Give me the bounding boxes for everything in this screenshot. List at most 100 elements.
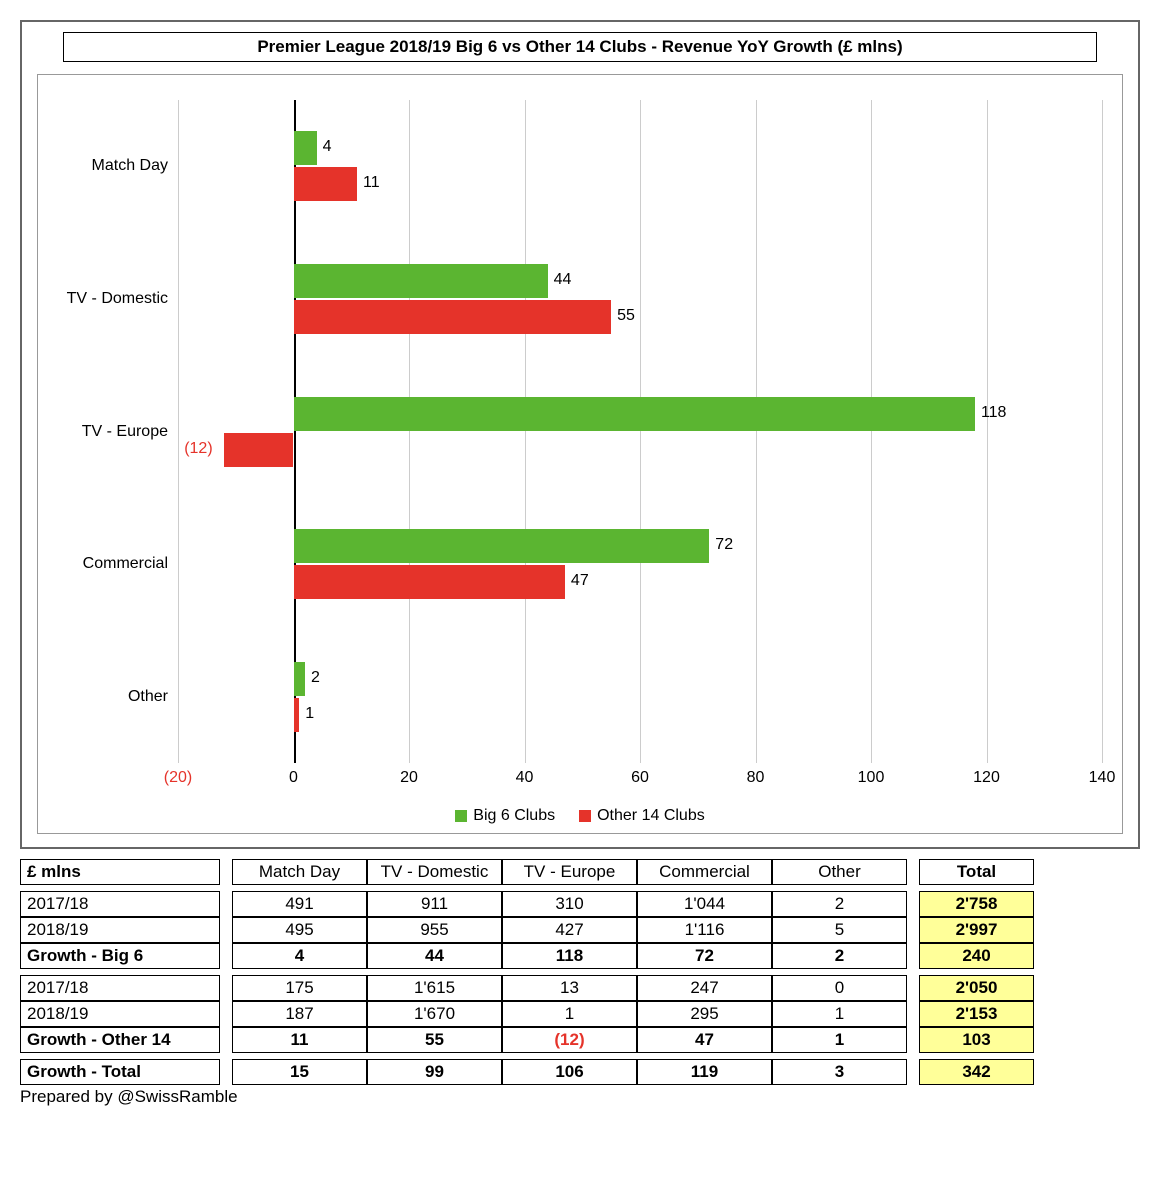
gridline — [409, 100, 410, 763]
bar-value-label: 44 — [554, 271, 572, 289]
gap — [907, 1027, 919, 1053]
x-tick: (20) — [164, 769, 192, 787]
x-tick: 80 — [747, 769, 765, 787]
table-cell: 2 — [772, 943, 907, 969]
table-cell: 47 — [637, 1027, 772, 1053]
chart-area: (20)020406080100120140Match Day411TV - D… — [37, 74, 1123, 834]
bar — [294, 300, 612, 334]
table-cell: 5 — [772, 917, 907, 943]
table-cell: 4 — [232, 943, 367, 969]
table-cell: 44 — [367, 943, 502, 969]
table-cell: 1'670 — [367, 1001, 502, 1027]
table-cell: 295 — [637, 1001, 772, 1027]
table-row: 2018/19 4959554271'1165 2'997 — [20, 917, 1150, 943]
total-header: Total — [919, 859, 1034, 885]
x-tick: 120 — [973, 769, 1000, 787]
table-row: Growth - Total15991061193342 — [20, 1059, 1150, 1085]
table-cell: 13 — [502, 975, 637, 1001]
chart-legend: Big 6 Clubs Other 14 Clubs — [38, 807, 1122, 825]
data-tables: £ mlnsMatch DayTV - DomesticTV - EuropeC… — [20, 859, 1150, 1085]
column-header: TV - Domestic — [367, 859, 502, 885]
table-cell: 495 — [232, 917, 367, 943]
gap — [220, 943, 232, 969]
gap — [907, 859, 919, 885]
table-cell: 1'044 — [637, 891, 772, 917]
bar — [294, 167, 358, 201]
row-label: 2018/19 — [20, 917, 220, 943]
column-header: Other — [772, 859, 907, 885]
row-label: Growth - Total — [20, 1059, 220, 1085]
total-cell: 2'758 — [919, 891, 1034, 917]
row-label: Growth - Big 6 — [20, 943, 220, 969]
bar — [294, 264, 548, 298]
table-cell: 955 — [367, 917, 502, 943]
bar — [294, 131, 317, 165]
row-label: Growth - Other 14 — [20, 1027, 220, 1053]
chart-plot: (20)020406080100120140Match Day411TV - D… — [178, 100, 1102, 763]
bar-value-label: 4 — [323, 138, 332, 156]
bar-value-label: 72 — [715, 536, 733, 554]
legend-item: Other 14 Clubs — [579, 807, 705, 825]
table-cell: 99 — [367, 1059, 502, 1085]
table-row: 2018/191871'670129512'153 — [20, 1001, 1150, 1027]
table-cell: 310 — [502, 891, 637, 917]
bar-value-label: 47 — [571, 572, 589, 590]
legend-item: Big 6 Clubs — [455, 807, 555, 825]
table-cell: 1 — [772, 1001, 907, 1027]
category-label: TV - Domestic — [67, 290, 168, 308]
table-cell: 0 — [772, 975, 907, 1001]
table-cell: 2 — [772, 891, 907, 917]
total-cell: 240 — [919, 943, 1034, 969]
table-cell: 911 — [367, 891, 502, 917]
gap — [220, 891, 232, 917]
gap — [220, 859, 232, 885]
bar-value-label: 118 — [981, 404, 1007, 422]
bar — [294, 698, 300, 732]
table-cell: 247 — [637, 975, 772, 1001]
bar — [294, 397, 975, 431]
gap — [220, 1059, 232, 1085]
gridline — [525, 100, 526, 763]
bar-value-label: 11 — [363, 174, 380, 192]
column-header: Match Day — [232, 859, 367, 885]
credit-line: Prepared by @SwissRamble — [20, 1087, 1150, 1107]
table-header-row: £ mlnsMatch DayTV - DomesticTV - EuropeC… — [20, 859, 1150, 885]
chart-title: Premier League 2018/19 Big 6 vs Other 14… — [63, 32, 1097, 62]
column-header: Commercial — [637, 859, 772, 885]
table-cell: 106 — [502, 1059, 637, 1085]
gap — [220, 917, 232, 943]
chart-frame: Premier League 2018/19 Big 6 vs Other 14… — [20, 20, 1140, 849]
gap — [907, 975, 919, 1001]
table-row: Growth - Other 141155(12)471103 — [20, 1027, 1150, 1053]
gridline — [756, 100, 757, 763]
category-label: Commercial — [83, 555, 168, 573]
bar — [224, 433, 293, 467]
bar — [294, 529, 710, 563]
table-cell: 1 — [772, 1027, 907, 1053]
total-cell: 2'153 — [919, 1001, 1034, 1027]
table-row: Growth - Big 6444118722240 — [20, 943, 1150, 969]
row-label: 2017/18 — [20, 975, 220, 1001]
gridline — [640, 100, 641, 763]
total-cell: 2'997 — [919, 917, 1034, 943]
gridline — [178, 100, 179, 763]
row-label: 2018/19 — [20, 1001, 220, 1027]
row-label: 2017/18 — [20, 891, 220, 917]
table-cell: 427 — [502, 917, 637, 943]
x-tick: 0 — [289, 769, 298, 787]
x-tick: 20 — [400, 769, 418, 787]
legend-swatch — [579, 810, 591, 822]
x-tick: 60 — [631, 769, 649, 787]
table-cell: 1'116 — [637, 917, 772, 943]
table-cell: 15 — [232, 1059, 367, 1085]
table-cell: 175 — [232, 975, 367, 1001]
category-label: Match Day — [92, 157, 168, 175]
category-label: TV - Europe — [82, 423, 168, 441]
total-cell: 103 — [919, 1027, 1034, 1053]
x-tick: 100 — [858, 769, 885, 787]
column-header: TV - Europe — [502, 859, 637, 885]
table-cell: 1'615 — [367, 975, 502, 1001]
legend-label: Big 6 Clubs — [473, 807, 555, 824]
bar-value-label: 2 — [311, 669, 320, 687]
x-tick: 40 — [516, 769, 534, 787]
